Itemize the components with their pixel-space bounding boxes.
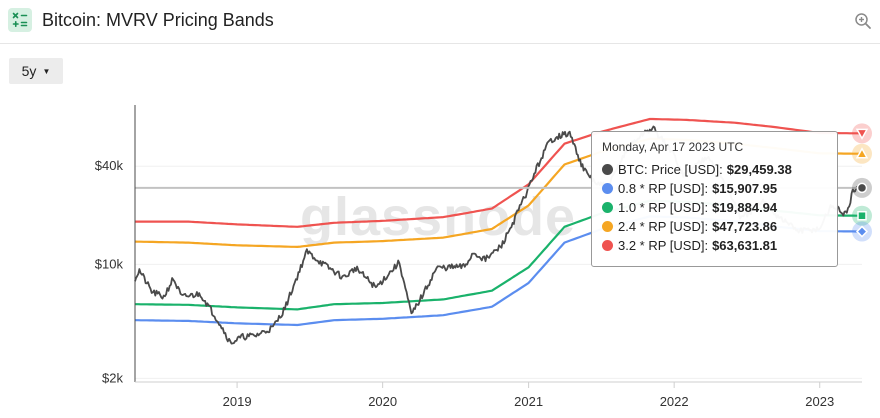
- end-marker: [857, 210, 867, 221]
- x-tick-label: 2021: [514, 394, 543, 409]
- series-dot-icon: [602, 221, 613, 232]
- end-marker: [855, 225, 869, 238]
- series-dot-icon: [602, 240, 613, 251]
- y-tick-label: $2k: [102, 370, 123, 385]
- tooltip-row-0.8rp: 0.8 * RP [USD]: $15,907.95: [602, 179, 827, 198]
- tooltip-row-2.4rp: 2.4 * RP [USD]: $47,723.86: [602, 217, 827, 236]
- end-marker: [855, 147, 869, 159]
- time-range-dropdown[interactable]: 5y ▼: [9, 58, 63, 84]
- chart-title: Bitcoin: MVRV Pricing Bands: [42, 10, 274, 30]
- tooltip-label: 1.0 * RP [USD]:: [618, 200, 709, 215]
- x-tick-label: 2020: [368, 394, 397, 409]
- series-dot-icon: [602, 164, 613, 175]
- series-dot-icon: [602, 183, 613, 194]
- calculator-icon: [8, 8, 32, 32]
- tooltip-row-1.0rp: 1.0 * RP [USD]: $19,884.94: [602, 198, 827, 217]
- series-dot-icon: [602, 202, 613, 213]
- tooltip-value: $63,631.81: [712, 238, 778, 253]
- caret-down-icon: ▼: [42, 66, 51, 76]
- chart-area[interactable]: glassnode $2k$10k$40k 2019 2020 2021 2022 20…: [0, 95, 880, 418]
- x-tick-label: 2019: [223, 394, 252, 409]
- tooltip-value: $29,459.38: [726, 162, 792, 177]
- time-range-value: 5y: [21, 63, 37, 79]
- tooltip-label: 2.4 * RP [USD]:: [618, 219, 709, 234]
- end-marker: [855, 128, 869, 140]
- x-tick-label: 2022: [660, 394, 689, 409]
- tooltip-value: $47,723.86: [712, 219, 778, 234]
- tooltip: Monday, Apr 17 2023 UTC BTC: Price [USD]…: [591, 131, 838, 267]
- tooltip-label: 0.8 * RP [USD]:: [618, 181, 709, 196]
- tooltip-row-price: BTC: Price [USD]: $29,459.38: [602, 160, 827, 179]
- tooltip-row-3.2rp: 3.2 * RP [USD]: $63,631.81: [602, 236, 827, 255]
- x-tick-label: 2023: [805, 394, 834, 409]
- series-line: [135, 117, 863, 228]
- chart-header: Bitcoin: MVRV Pricing Bands: [0, 0, 880, 44]
- tooltip-date: Monday, Apr 17 2023 UTC: [602, 140, 744, 154]
- tooltip-label: 3.2 * RP [USD]:: [618, 238, 709, 253]
- end-marker: [856, 182, 868, 194]
- tooltip-label: BTC: Price [USD]:: [618, 162, 723, 177]
- y-tick-label: $40k: [95, 158, 124, 173]
- tooltip-value: $15,907.95: [712, 181, 778, 196]
- tooltip-value: $19,884.94: [712, 200, 778, 215]
- y-tick-label: $10k: [95, 256, 124, 271]
- zoom-in-icon[interactable]: [854, 12, 872, 30]
